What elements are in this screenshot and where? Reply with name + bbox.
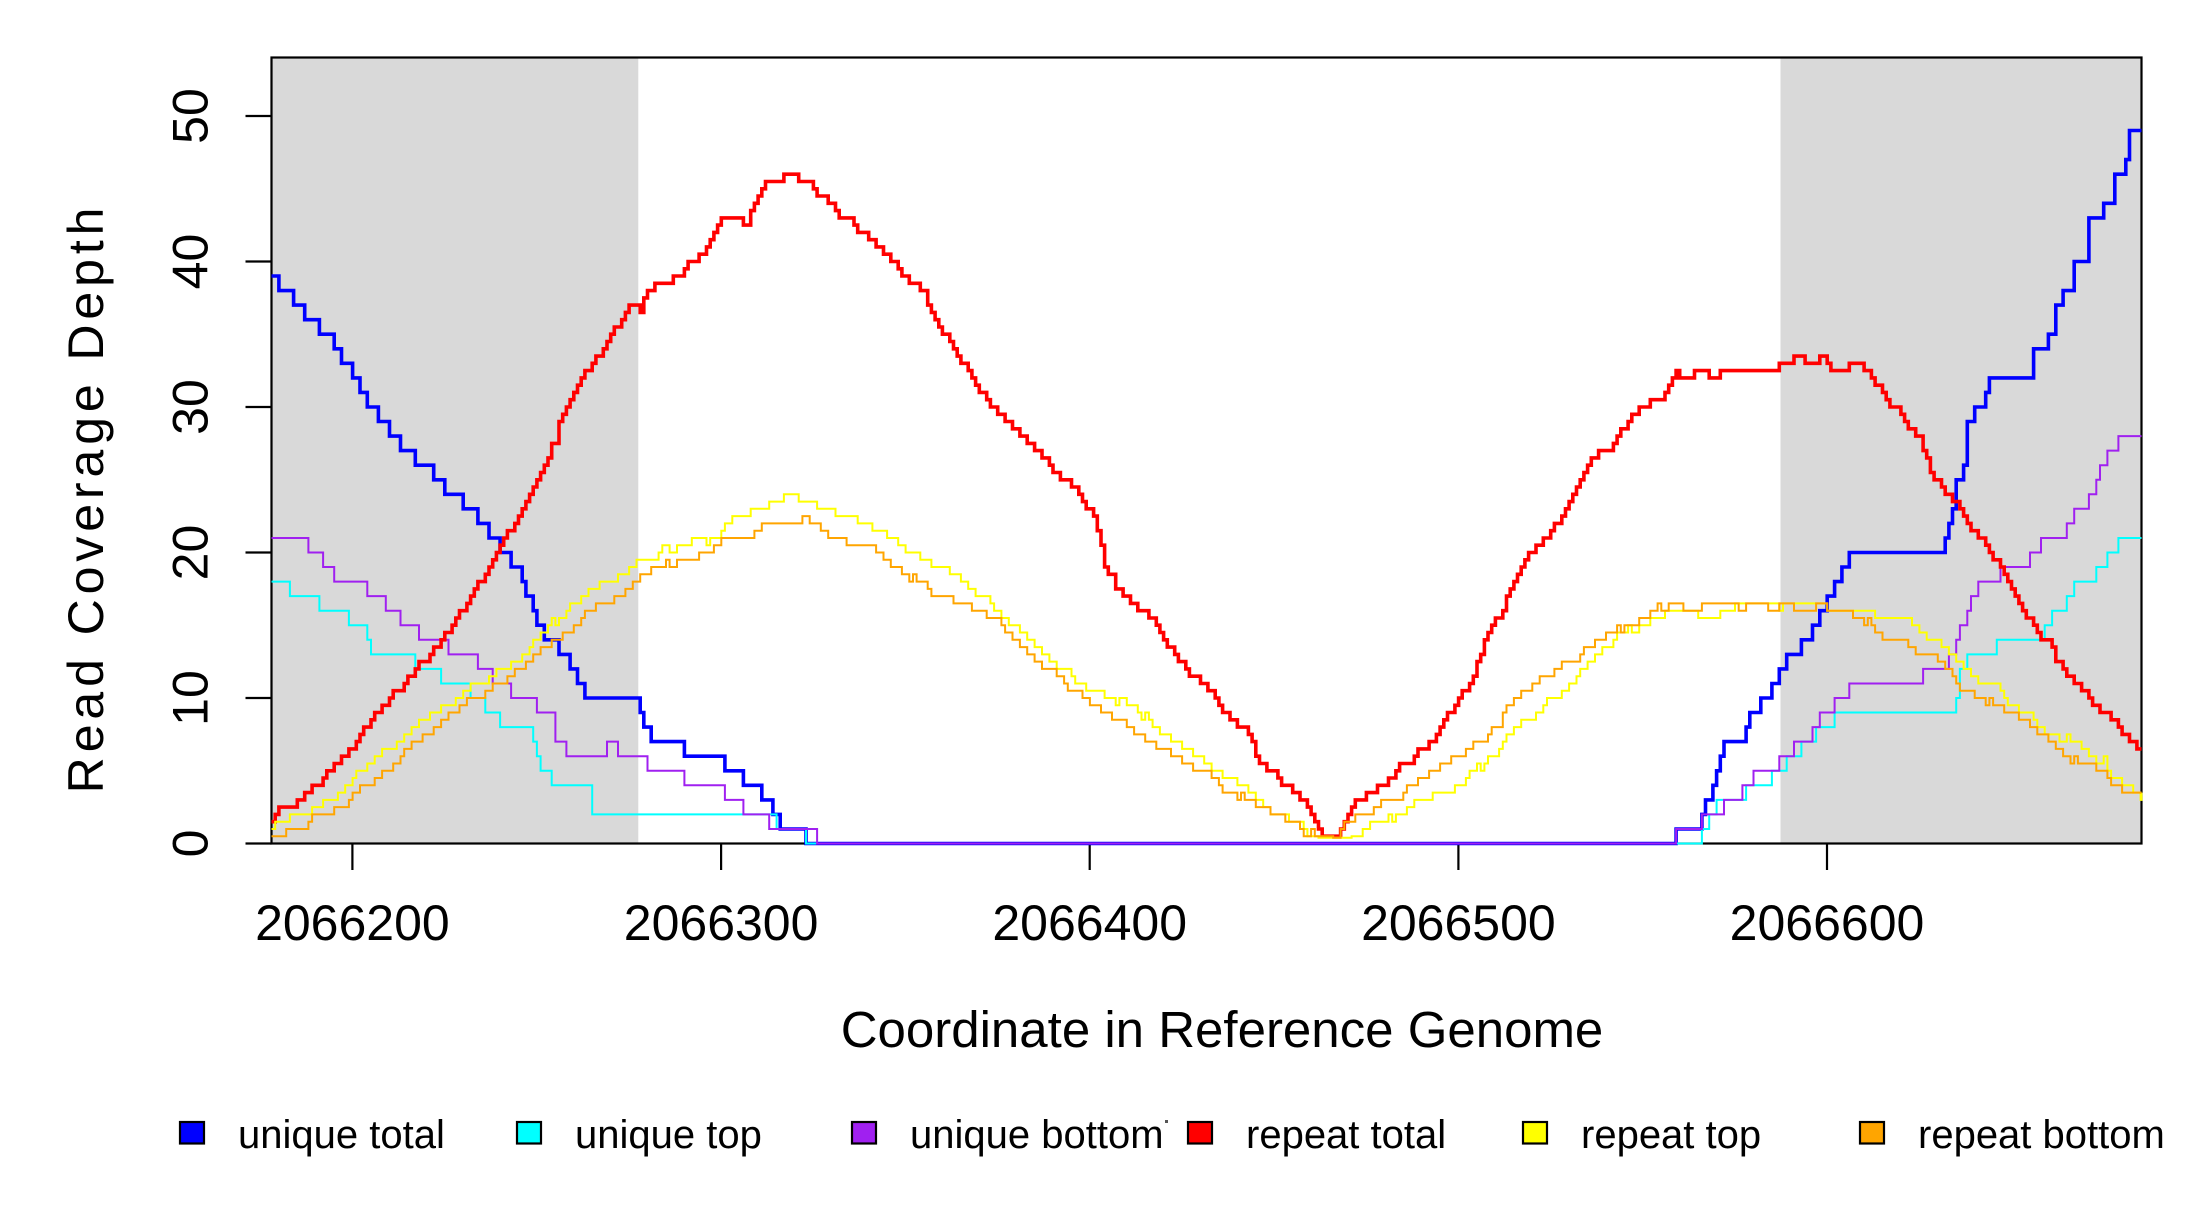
svg-text:Read Coverage Depth: Read Coverage Depth xyxy=(58,203,114,794)
svg-text:2066300: 2066300 xyxy=(624,895,819,951)
svg-text:repeat bottom: repeat bottom xyxy=(1918,1113,2165,1157)
svg-text:Coordinate in Reference Genome: Coordinate in Reference Genome xyxy=(841,1001,1604,1058)
svg-text:20: 20 xyxy=(163,525,219,581)
svg-text:2066200: 2066200 xyxy=(255,895,450,951)
svg-text:unique total: unique total xyxy=(238,1113,445,1157)
svg-text:10: 10 xyxy=(163,670,219,726)
svg-text:50: 50 xyxy=(163,88,219,144)
svg-text:0: 0 xyxy=(163,830,219,858)
svg-text:30: 30 xyxy=(163,379,219,435)
svg-text:unique top: unique top xyxy=(575,1113,762,1157)
svg-text:repeat top: repeat top xyxy=(1581,1113,1761,1157)
svg-text:2066500: 2066500 xyxy=(1361,895,1556,951)
svg-text:2066600: 2066600 xyxy=(1730,895,1925,951)
svg-text:2066400: 2066400 xyxy=(992,895,1187,951)
svg-text:unique bottom: unique bottom xyxy=(910,1113,1164,1157)
svg-text:40: 40 xyxy=(163,234,219,290)
svg-text:repeat total: repeat total xyxy=(1246,1113,1446,1157)
